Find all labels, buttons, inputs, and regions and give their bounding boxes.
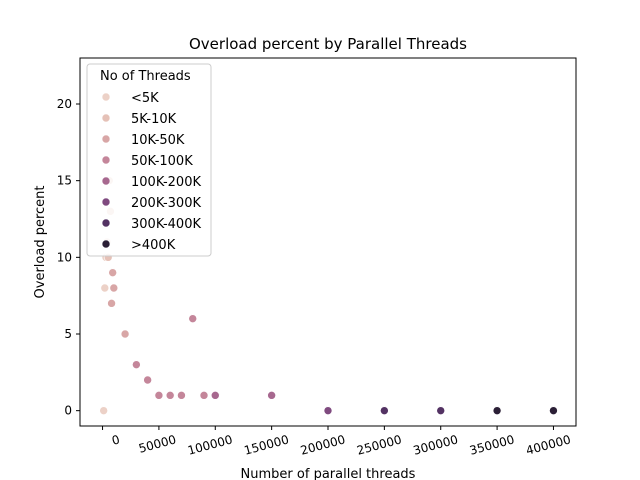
- data-point: [267, 391, 276, 400]
- data-point: [108, 268, 117, 277]
- legend-entry-label: 50K-100K: [131, 154, 193, 169]
- x-tick-label: 200000: [299, 432, 347, 457]
- x-tick-label: 400000: [524, 432, 572, 457]
- legend-marker: [101, 134, 111, 144]
- legend-entries: <5K 5K-10K 10K-50K 50K-100K 100K-200K 200K-30…: [101, 91, 201, 253]
- legend-entry-label: 10K-50K: [131, 133, 185, 148]
- data-point: [109, 283, 119, 293]
- data-point: [492, 406, 502, 415]
- legend-entry-label: >400K: [131, 238, 176, 253]
- legend-entry-label: <5K: [131, 91, 159, 106]
- legend-entry-label: 300K-400K: [131, 217, 201, 232]
- y-tick-label: 10: [57, 250, 72, 264]
- data-point: [188, 314, 198, 323]
- x-tick-label: 150000: [243, 432, 291, 457]
- x-tick-label: 300000: [412, 432, 460, 457]
- legend-entry-label: 5K-10K: [131, 112, 177, 127]
- legend-marker: [101, 113, 111, 123]
- data-point: [99, 406, 108, 415]
- data-point: [143, 375, 152, 385]
- y-tick-label: 20: [57, 97, 72, 111]
- x-tick-label: 350000: [468, 432, 516, 457]
- legend-marker: [101, 197, 111, 207]
- legend-marker: [101, 239, 111, 249]
- x-tick-label: 50000: [137, 432, 178, 455]
- data-point: [436, 406, 446, 415]
- x-axis: 0 50000 100000 150000 200000 250000 300000 3500…: [102, 426, 572, 458]
- x-axis-label: Number of parallel threads: [241, 467, 416, 480]
- chart-title: Overload percent by Parallel Threads: [189, 35, 467, 53]
- data-point: [549, 406, 558, 415]
- legend-marker: [101, 218, 111, 228]
- data-point: [210, 391, 220, 400]
- data-point: [100, 283, 110, 293]
- x-tick-label: 0: [110, 432, 121, 448]
- legend-marker: [101, 155, 111, 165]
- legend-marker: [101, 92, 111, 102]
- legend-entry-label: 200K-300K: [131, 196, 201, 211]
- data-point: [165, 391, 175, 400]
- x-tick-label: 250000: [355, 432, 403, 457]
- legend-box: [86, 63, 212, 257]
- y-axis: 0 5 10 15 20: [57, 97, 80, 418]
- data-point: [107, 299, 116, 308]
- data-point: [380, 406, 389, 415]
- legend-entry-label: 100K-200K: [131, 175, 201, 190]
- data-point: [323, 406, 333, 415]
- y-tick-label: 0: [64, 404, 72, 418]
- data-point: [132, 360, 141, 369]
- legend-marker: [101, 176, 111, 186]
- data-point: [120, 329, 130, 339]
- legend-title: No of Threads: [100, 69, 191, 84]
- legend: No of Threads <5K 5K-10K 10K-50K 50K-100K 10…: [86, 63, 212, 257]
- data-point: [177, 391, 186, 400]
- y-tick-label: 5: [64, 327, 72, 341]
- data-point: [154, 391, 164, 400]
- y-tick-label: 15: [57, 174, 72, 188]
- x-tick-label: 100000: [186, 432, 234, 457]
- y-axis-label: Overload percent: [33, 186, 48, 299]
- data-point: [199, 391, 209, 400]
